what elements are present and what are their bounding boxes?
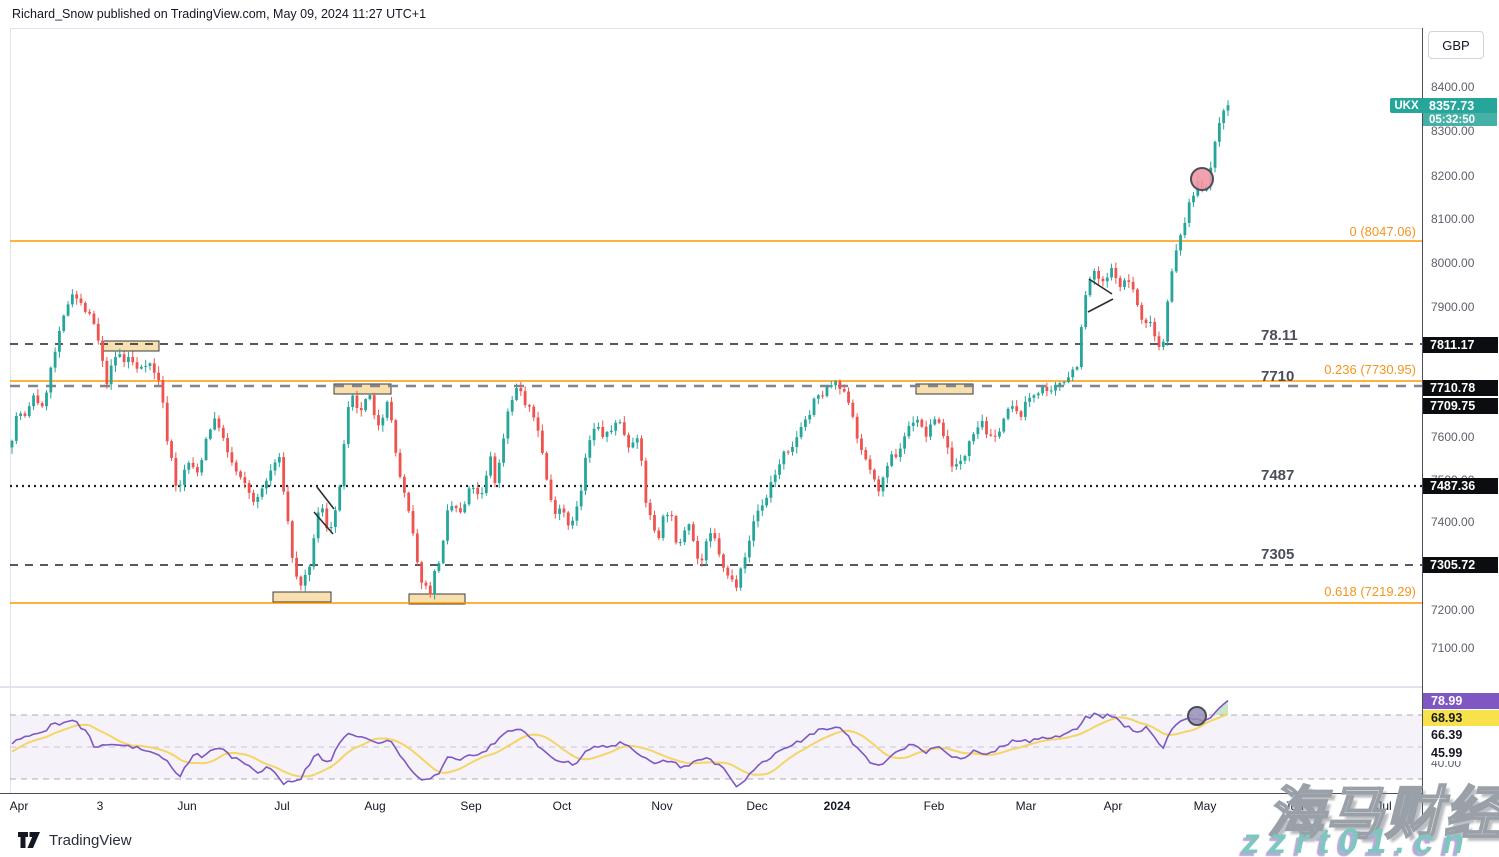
rsi-circle-marker[interactable] <box>1187 706 1207 726</box>
price-tick-label: 7900.00 <box>1431 300 1475 314</box>
watermark-cn-title: 海马财经 <box>1266 781 1499 847</box>
time-label: Mar <box>1015 799 1037 813</box>
rsi-legend-value: 66.39 <box>1423 727 1499 743</box>
price-tick-label: 8400.00 <box>1431 80 1475 94</box>
time-label: Dec <box>746 799 768 813</box>
chart-attribution: Richard_Snow published on TradingView.co… <box>12 7 427 21</box>
tradingview-logo-icon <box>18 832 40 848</box>
pink-circle-marker[interactable] <box>1190 167 1214 191</box>
price-tick-label: 8100.00 <box>1431 212 1475 226</box>
time-label: Jun <box>1284 799 1304 813</box>
rsi-legend-value: 45.99 <box>1423 745 1499 761</box>
last-price-badge: 8357.73 <box>1423 98 1497 113</box>
time-label: Jul <box>1376 799 1392 813</box>
price-badge: 7811.17 <box>1423 337 1498 353</box>
time-label: Jun <box>177 799 197 813</box>
tradingview-logo[interactable]: TradingView <box>18 831 132 850</box>
time-label: Feb <box>923 799 945 813</box>
price-tick-label: 8200.00 <box>1431 169 1475 183</box>
price-tick-label: 7200.00 <box>1431 603 1475 617</box>
time-label: Apr <box>9 799 29 813</box>
watermark-site-url: zzrt01.cn <box>1242 822 1473 857</box>
pane-separator[interactable] <box>0 686 1422 688</box>
price-badge: 7710.78 <box>1423 380 1498 396</box>
time-label: Apr <box>1103 799 1123 813</box>
time-label: Jul <box>274 799 290 813</box>
price-tick-label: 8300.00 <box>1431 124 1475 138</box>
time-label: Nov <box>651 799 673 813</box>
time-label: Sep <box>460 799 482 813</box>
price-tick-label: 8000.00 <box>1431 256 1475 270</box>
pane-left-border <box>10 28 11 793</box>
pane-top-border <box>10 28 1422 29</box>
time-label: Oct <box>552 799 572 813</box>
price-badge: 7709.75 <box>1423 398 1498 414</box>
price-tick-label: 7100.00 <box>1431 641 1475 655</box>
time-axis-border <box>0 793 1423 794</box>
time-label: Aug <box>364 799 386 813</box>
price-axis-border <box>1422 28 1423 820</box>
bar-countdown-badge: 05:32:50 <box>1423 113 1497 126</box>
price-badge: 7305.72 <box>1423 557 1498 573</box>
currency-button[interactable]: GBP <box>1428 31 1484 59</box>
price-tick-label: 7400.00 <box>1431 515 1475 529</box>
price-badge: 7487.36 <box>1423 478 1498 494</box>
rsi-legend-value: 78.99 <box>1423 693 1499 709</box>
symbol-badge: UKX <box>1390 98 1423 113</box>
tradingview-logo-text: TradingView <box>49 832 132 849</box>
price-tick-label: 7600.00 <box>1431 430 1475 444</box>
time-label: 3 <box>96 799 104 813</box>
candlestick-chart[interactable] <box>0 0 1422 793</box>
time-label: May <box>1193 799 1217 813</box>
rsi-legend-value: 68.93 <box>1423 710 1499 726</box>
time-label: 2024 <box>823 799 851 813</box>
